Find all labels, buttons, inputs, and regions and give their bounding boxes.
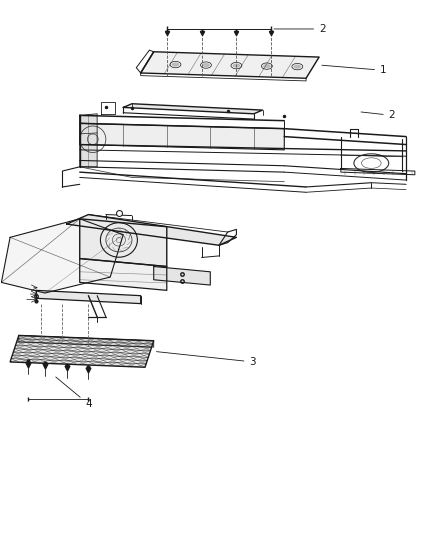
Polygon shape bbox=[67, 215, 237, 245]
Ellipse shape bbox=[202, 63, 210, 67]
Polygon shape bbox=[80, 114, 97, 167]
Text: 2: 2 bbox=[361, 110, 396, 120]
Text: 4: 4 bbox=[56, 377, 92, 409]
Polygon shape bbox=[141, 52, 319, 78]
Polygon shape bbox=[80, 219, 167, 266]
Text: 2: 2 bbox=[274, 24, 326, 34]
Ellipse shape bbox=[293, 64, 301, 69]
Polygon shape bbox=[36, 290, 141, 304]
Polygon shape bbox=[123, 104, 262, 114]
Ellipse shape bbox=[263, 64, 271, 68]
Ellipse shape bbox=[233, 63, 240, 68]
Text: 1: 1 bbox=[322, 65, 387, 75]
Text: 3: 3 bbox=[156, 352, 256, 367]
Polygon shape bbox=[1, 219, 123, 293]
Polygon shape bbox=[19, 335, 154, 347]
Polygon shape bbox=[154, 266, 210, 285]
Polygon shape bbox=[10, 335, 154, 367]
Polygon shape bbox=[80, 123, 284, 150]
Polygon shape bbox=[80, 259, 167, 290]
Ellipse shape bbox=[172, 62, 180, 67]
